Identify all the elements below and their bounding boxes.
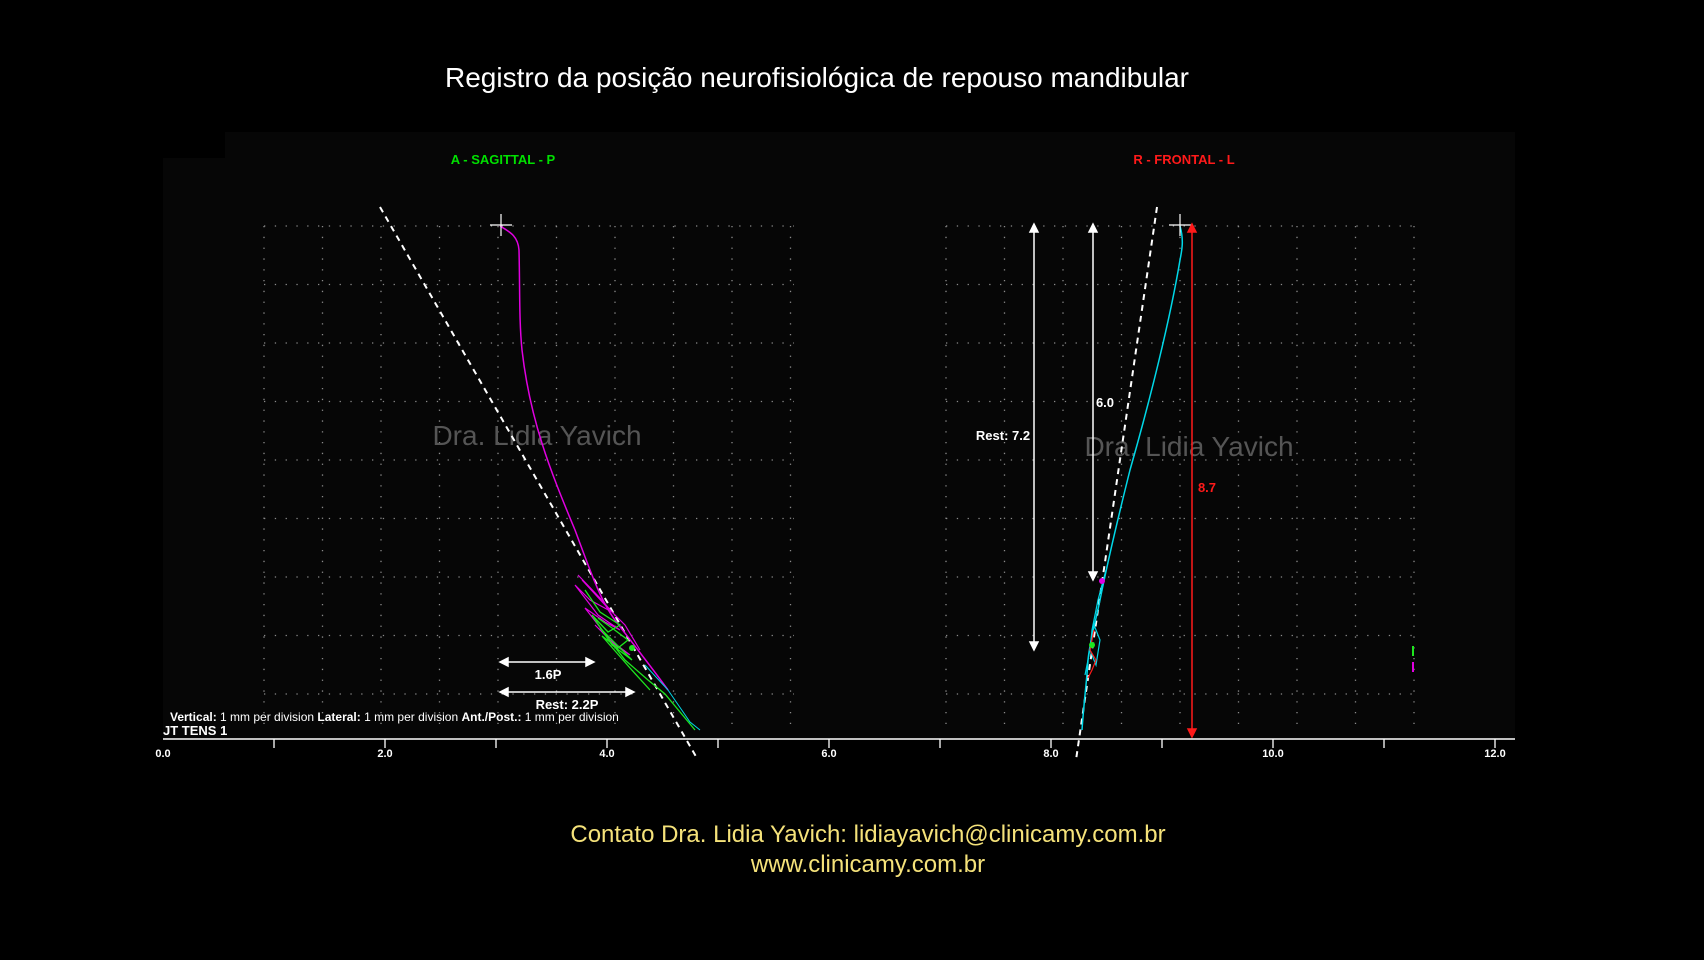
sagittal-trace-green <box>584 589 696 731</box>
contact-line: Contato Dra. Lidia Yavich: lidiayavich@c… <box>570 821 1166 848</box>
x-tick-label: 2.0 <box>377 748 392 760</box>
x-tick-label: 0.0 <box>155 748 170 760</box>
x-tick-label: 6.0 <box>821 748 836 760</box>
frontal-grid <box>945 225 1415 724</box>
frontal-rest-point-green <box>1089 642 1095 648</box>
frontal-measure-6 <box>1087 222 1099 582</box>
frontal-measure-6-label: 6.0 <box>1096 395 1114 410</box>
frontal-measure-rest <box>1028 222 1040 652</box>
sagittal-trace-cyan <box>644 664 701 731</box>
page-title: Registro da posição neurofisiológica de … <box>444 62 1189 93</box>
sagittal-crosshair <box>490 214 512 236</box>
frontal-measure-red <box>1186 222 1198 739</box>
scale-vertical-value: 1 mm per division <box>217 710 318 724</box>
chart-panel-top <box>225 132 1515 162</box>
x-tick-label: 8.0 <box>1043 748 1058 760</box>
frontal-crosshair <box>1169 214 1191 236</box>
x-tick-label: 12.0 <box>1484 748 1505 760</box>
sagittal-trace-cluster <box>574 574 641 656</box>
website-link[interactable]: www.clinicamy.com.br <box>750 851 986 878</box>
scale-lateral-value: 1 mm per division <box>361 710 462 724</box>
chart-panel <box>163 158 1515 738</box>
frontal-measure-rest-label: Rest: 7.2 <box>976 428 1030 443</box>
sagittal-measure-2 <box>498 686 636 698</box>
frontal-label: R - FRONTAL - L <box>1133 152 1234 167</box>
x-tick-label: 4.0 <box>599 748 614 760</box>
scan-label: JT TENS 1 <box>163 723 227 738</box>
scale-antpost-key: Ant./Post.: <box>461 710 521 724</box>
sagittal-measure-2-label: Rest: 2.2P <box>536 697 599 712</box>
sagittal-label: A - SAGITTAL - P <box>451 152 556 167</box>
frontal-reference-line <box>1075 206 1158 761</box>
contact-block: Contato Dra. Lidia Yavich: lidiayavich@c… <box>0 820 1704 880</box>
sagittal-measure-1-label: 1.6P <box>535 667 562 682</box>
scale-text: Vertical: 1 mm per division Lateral: 1 m… <box>170 710 619 724</box>
x-axis-ticks: 0.0 2.0 4.0 6.0 8.0 10.0 12.0 <box>155 739 1506 760</box>
frontal-rest-point-magenta <box>1099 578 1105 584</box>
scale-lateral-key: Lateral: <box>317 710 360 724</box>
scale-antpost-value: 1 mm per division <box>521 710 618 724</box>
watermark-right: Dra. Lidia Yavich <box>1084 431 1293 462</box>
sagittal-rest-point <box>629 645 635 651</box>
sagittal-measure-1 <box>498 656 596 668</box>
x-tick-label: 10.0 <box>1262 748 1283 760</box>
sagittal-reference-line <box>379 206 699 761</box>
sagittal-grid <box>263 225 794 724</box>
frontal-measure-red-label: 8.7 <box>1198 480 1216 495</box>
scale-vertical-key: Vertical: <box>170 710 217 724</box>
